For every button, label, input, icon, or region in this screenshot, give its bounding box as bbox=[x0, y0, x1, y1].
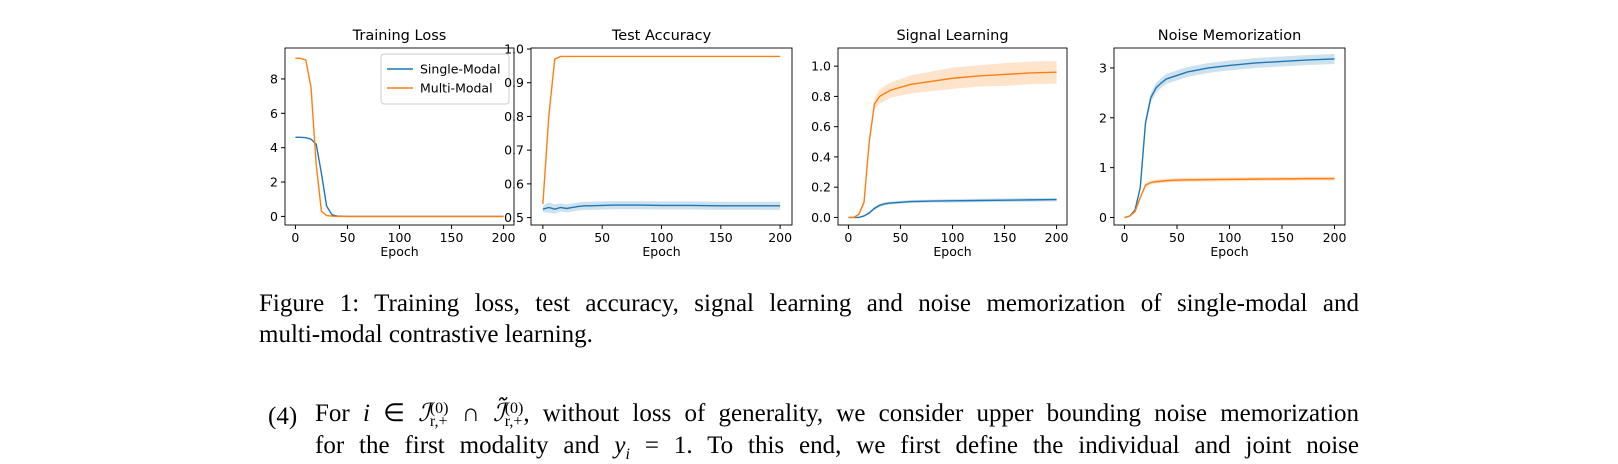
text: for the first modality and bbox=[315, 432, 600, 459]
x-tick-label: 0 bbox=[291, 230, 299, 245]
chart-title: Signal Learning bbox=[896, 28, 1008, 44]
text: To this end, we first define the individ… bbox=[707, 432, 1360, 459]
y-tick-label: 0.0 bbox=[811, 210, 831, 225]
y-tick-label: 1.0 bbox=[504, 42, 524, 57]
x-tick-label: 100 bbox=[388, 230, 412, 245]
band bbox=[1124, 53, 1335, 218]
x-tick-label: 50 bbox=[340, 230, 356, 245]
math-sub: r,+ bbox=[504, 413, 523, 431]
axes-frame bbox=[1113, 47, 1346, 226]
y-tick-label: 8 bbox=[270, 71, 278, 86]
x-axis-label: Epoch bbox=[642, 244, 680, 259]
math: = 1. bbox=[644, 432, 693, 459]
legend-label: Multi-Modal bbox=[420, 81, 493, 96]
y-tick-label: 1.0 bbox=[811, 59, 831, 74]
math: ∈ bbox=[383, 400, 405, 427]
y-tick-label: 0.7 bbox=[504, 143, 524, 158]
chart-title: Training Loss bbox=[352, 28, 447, 44]
caption-line: multi-modal contrastive learning. bbox=[259, 321, 593, 348]
math: ℐ bbox=[418, 400, 430, 427]
chart-title: Test Accuracy bbox=[611, 28, 712, 44]
line bbox=[542, 204, 781, 210]
x-tick-label: 0 bbox=[1121, 230, 1129, 245]
x-tick-label: 100 bbox=[941, 230, 965, 245]
math-sup: (0) bbox=[504, 399, 524, 417]
line bbox=[848, 71, 1057, 219]
x-tick-label: 200 bbox=[768, 230, 792, 245]
x-tick-label: 150 bbox=[440, 230, 464, 245]
y-tick-label: 2 bbox=[270, 175, 278, 190]
y-tick-label: 4 bbox=[270, 140, 278, 155]
x-axis-label: Epoch bbox=[1210, 244, 1248, 259]
y-tick-label: 0.8 bbox=[811, 89, 831, 104]
line bbox=[848, 198, 1057, 219]
caption-line: Figure 1: Training loss, test accuracy, … bbox=[259, 290, 1359, 317]
y-tick-label: 0 bbox=[270, 209, 278, 224]
x-tick-label: 50 bbox=[1169, 230, 1185, 245]
y-tick-label: 0 bbox=[1099, 210, 1107, 225]
band bbox=[1124, 176, 1335, 218]
math-set: ℐ̃ (0) r,+, without loss of generality, we… bbox=[492, 399, 1360, 431]
line bbox=[295, 136, 504, 218]
axes-frame bbox=[530, 47, 793, 226]
paragraph-line: For i ∈ ℐ (0) r,+ ∩ ℐ̃ (0) r,+, without loss… bbox=[315, 398, 1359, 432]
y-tick-label: 1 bbox=[1099, 160, 1107, 175]
legend-frame bbox=[380, 53, 510, 105]
x-tick-label: 200 bbox=[1323, 230, 1347, 245]
math-sub: i bbox=[625, 446, 630, 463]
x-tick-label: 150 bbox=[993, 230, 1017, 245]
x-tick-label: 0 bbox=[844, 230, 852, 245]
line bbox=[295, 57, 504, 218]
y-tick-label: 0.6 bbox=[504, 176, 524, 191]
math: ∩ bbox=[461, 400, 480, 427]
y-tick-label: 0.4 bbox=[811, 149, 831, 164]
x-tick-label: 50 bbox=[594, 230, 610, 245]
y-tick-label: 0.9 bbox=[504, 75, 524, 90]
y-tick-label: 3 bbox=[1099, 60, 1107, 75]
x-tick-label: 150 bbox=[1270, 230, 1294, 245]
y-tick-label: 6 bbox=[270, 106, 278, 121]
y-tick-label: 0.5 bbox=[504, 210, 524, 225]
y-tick-label: 0.2 bbox=[811, 180, 831, 195]
axes-frame bbox=[284, 47, 515, 226]
chart-title: Noise Memorization bbox=[1158, 28, 1302, 44]
math-set: ℐ (0) r,+ bbox=[418, 399, 449, 431]
band bbox=[542, 201, 781, 214]
legend-label: Single-Modal bbox=[420, 62, 500, 77]
math: ℐ̃ bbox=[492, 400, 505, 427]
math-sub: r,+ bbox=[429, 413, 448, 431]
x-tick-label: 100 bbox=[1218, 230, 1242, 245]
math: y bbox=[614, 432, 626, 459]
line bbox=[1124, 58, 1335, 219]
item-label: (4) bbox=[268, 403, 298, 430]
x-tick-label: 100 bbox=[650, 230, 674, 245]
line bbox=[1124, 177, 1335, 219]
y-tick-label: 2 bbox=[1099, 110, 1107, 125]
y-tick-label: 0.6 bbox=[811, 119, 831, 134]
x-tick-label: 150 bbox=[709, 230, 733, 245]
text: , without loss of generality, we conside… bbox=[523, 400, 1360, 427]
axes-frame bbox=[837, 47, 1068, 226]
band bbox=[848, 60, 1057, 218]
paragraph-line: for the first modality and yi = 1. To th… bbox=[315, 432, 1359, 464]
x-axis-label: Epoch bbox=[380, 244, 418, 259]
line bbox=[542, 55, 781, 205]
text: For bbox=[315, 400, 350, 427]
math: i bbox=[362, 400, 370, 427]
math: yi bbox=[614, 432, 630, 463]
math-sup: (0) bbox=[429, 399, 449, 417]
x-tick-label: 0 bbox=[539, 230, 547, 245]
x-axis-label: Epoch bbox=[933, 244, 971, 259]
x-tick-label: 200 bbox=[492, 230, 516, 245]
y-tick-label: 0.8 bbox=[504, 109, 524, 124]
x-tick-label: 200 bbox=[1045, 230, 1069, 245]
x-tick-label: 50 bbox=[893, 230, 909, 245]
